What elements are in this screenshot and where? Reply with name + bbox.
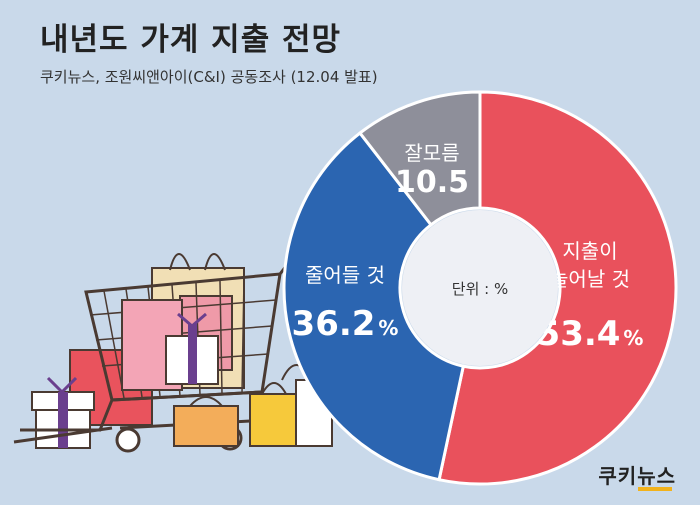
pie-slice xyxy=(357,90,482,227)
shopping-cart-illustration xyxy=(13,239,335,453)
brand-logo: 쿠키뉴스 xyxy=(598,464,676,488)
center-label: 단위 : % xyxy=(452,280,508,298)
slice-label: 잘모름 xyxy=(404,141,459,165)
brand-underline xyxy=(638,487,672,491)
slice-label: 줄어들 것 xyxy=(305,263,385,287)
pie-slice xyxy=(282,130,466,482)
donut-center xyxy=(402,210,558,366)
slice-label: 늘어날 것 xyxy=(550,267,630,291)
slice-label: 지출이 xyxy=(562,239,617,263)
slice-value: 10.5 xyxy=(395,165,469,200)
page-subtitle: 쿠키뉴스, 조원씨앤아이(C&I) 공동조사 (12.04 발표) xyxy=(40,68,378,86)
page-title: 내년도 가계 지출 전망 xyxy=(40,22,342,58)
slice-value: 36.2% xyxy=(292,304,399,344)
pie-slice xyxy=(437,90,678,486)
